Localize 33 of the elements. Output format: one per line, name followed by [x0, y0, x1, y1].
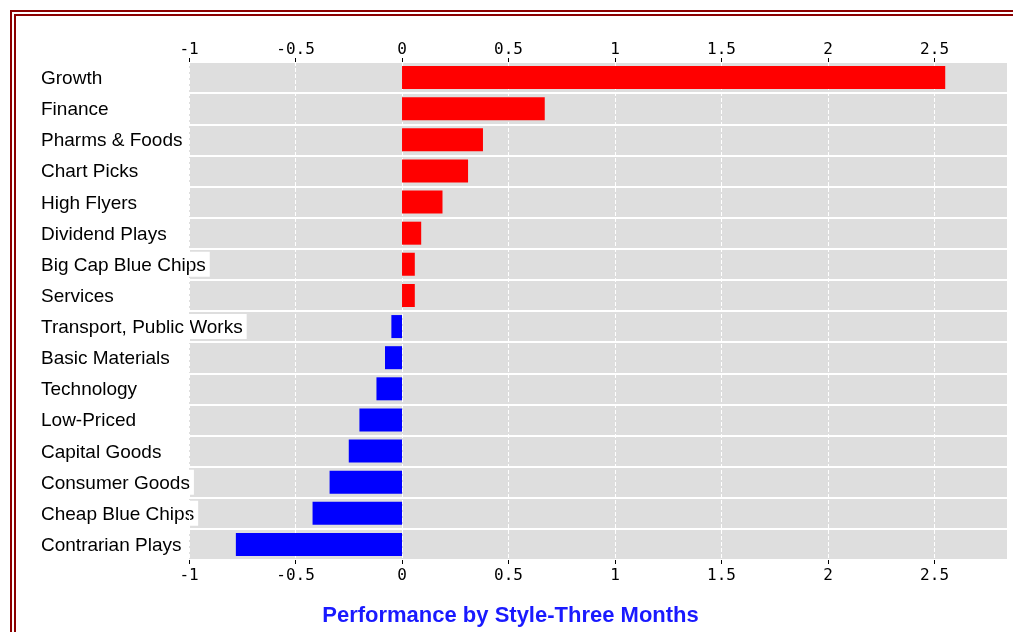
- y-tick-label: Capital Goods: [41, 440, 162, 462]
- y-tick-label: Contrarian Plays: [41, 533, 182, 555]
- y-tick-label: Technology: [41, 378, 138, 400]
- y-tick-label: Growth: [41, 67, 103, 89]
- x2-tick-label: -0.5: [276, 38, 315, 58]
- x2-tick-label: 2: [823, 38, 833, 58]
- x2-tick-label: 1.5: [707, 38, 737, 58]
- x-tick-label: 1.5: [707, 564, 737, 584]
- y-tick-label: Finance: [41, 98, 109, 120]
- y-tick-label: Big Cap Blue Chips: [41, 253, 206, 275]
- x2-tick-label: 2.5: [920, 38, 950, 58]
- x-tick-label: 1: [610, 564, 620, 584]
- x-tick-label: -0.5: [276, 564, 315, 584]
- y-tick-label: Cheap Blue Chips: [41, 502, 195, 524]
- x-tick-label: -1: [179, 564, 199, 584]
- text: Performance by Style-Three Months: [322, 601, 699, 627]
- y-tick-label: Transport, Public Works: [41, 316, 243, 338]
- x2-tick-label: 0: [397, 38, 407, 58]
- x-tick-label: 2.5: [920, 564, 950, 584]
- y-tick-label: Pharms & Foods: [41, 129, 183, 151]
- y-tick-label: High Flyers: [41, 191, 138, 213]
- y-tick-label: Consumer Goods: [41, 471, 190, 493]
- x2-tick-label: -1: [179, 38, 199, 58]
- y-tick-label: Basic Materials: [41, 347, 170, 369]
- x-tick-label: 2: [823, 564, 833, 584]
- y-tick-label: Low-Priced: [41, 409, 137, 431]
- x-tick-label: 0: [397, 564, 407, 584]
- x-tick-label: 0.5: [494, 564, 523, 584]
- y-tick-label: Dividend Plays: [41, 222, 167, 244]
- x2-tick-label: 0.5: [494, 38, 523, 58]
- y-tick-label: Chart Picks: [41, 160, 139, 182]
- y-tick-label: Services: [41, 284, 114, 306]
- x2-tick-label: 1: [610, 38, 620, 58]
